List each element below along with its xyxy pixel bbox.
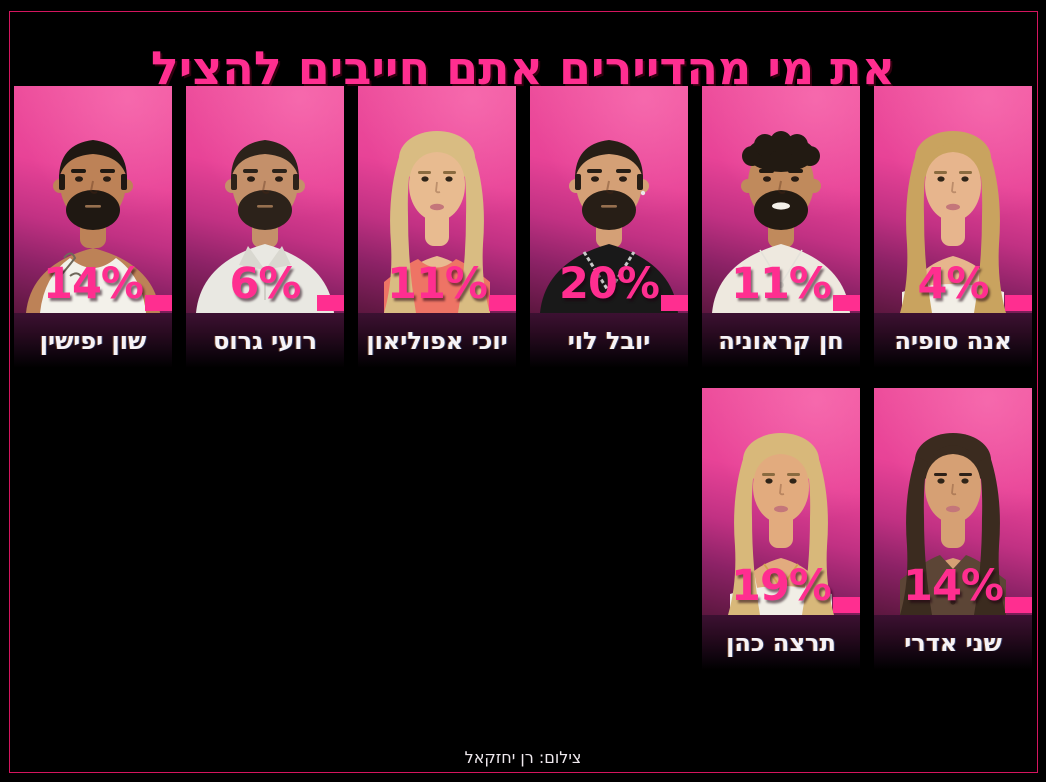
contestant-portrait (540, 140, 678, 313)
contestant-card: 19% תרצה כהן (702, 388, 860, 670)
accent-square (317, 295, 344, 311)
contestant-name-bar: יובל לוי (530, 313, 688, 368)
vote-percentage: 14% (903, 561, 1004, 611)
contestant-name-bar: תרצה כהן (702, 615, 860, 670)
cards-grid: 4% אנה סופיה 11% חן קראוניה 20% יובל לוי (14, 86, 1032, 670)
contestant-portrait (728, 433, 834, 615)
vote-percentage: 19% (731, 561, 832, 611)
contestant-card: 6% רועי גרוס (186, 86, 344, 368)
contestant-photo: 14% (874, 388, 1032, 615)
accent-square (145, 295, 172, 311)
contestant-card: 11% יוכי אפוליאון (358, 86, 516, 368)
contestant-name-bar: אנה סופיה (874, 313, 1032, 368)
contestant-name: חן קראוניה (718, 326, 844, 355)
contestant-card: 4% אנה סופיה (874, 86, 1032, 368)
contestant-photo: 19% (702, 388, 860, 615)
accent-square (833, 295, 860, 311)
contestant-portrait (26, 140, 160, 313)
accent-square (833, 597, 860, 613)
contestant-portrait (900, 131, 1006, 313)
contestant-photo: 6% (186, 86, 344, 313)
contestant-card: 14% שני אדרי (874, 388, 1032, 670)
accent-square (661, 295, 688, 311)
vote-percentage: 6% (229, 259, 301, 309)
photo-credit: צילום: רן יחזקאל (464, 748, 582, 767)
vote-percentage: 11% (387, 259, 488, 309)
contestant-name: יוכי אפוליאון (366, 326, 508, 355)
contestant-name-bar: חן קראוניה (702, 313, 860, 368)
contestant-card: 11% חן קראוניה (702, 86, 860, 368)
contestant-name-bar: יוכי אפוליאון (358, 313, 516, 368)
contestant-card: 20% יובל לוי (530, 86, 688, 368)
vote-percentage: 4% (917, 259, 989, 309)
contestant-photo: 4% (874, 86, 1032, 313)
contestant-portrait (196, 140, 334, 313)
vote-percentage: 11% (731, 259, 832, 309)
contestant-name: שני אדרי (904, 628, 1002, 657)
accent-square (1005, 295, 1032, 311)
contestant-photo: 20% (530, 86, 688, 313)
contestant-name: שון יפישין (39, 326, 147, 355)
contestant-name: יובל לוי (567, 326, 651, 355)
contestant-photo: 14% (14, 86, 172, 313)
contestant-photo: 11% (702, 86, 860, 313)
contestant-portrait (900, 433, 1006, 615)
contestant-name-bar: רועי גרוס (186, 313, 344, 368)
contestant-name-bar: שון יפישין (14, 313, 172, 368)
contestant-name: תרצה כהן (726, 628, 836, 657)
contestant-name: רועי גרוס (213, 326, 317, 355)
contestant-portrait (712, 131, 850, 313)
accent-square (489, 295, 516, 311)
contestant-name: אנה סופיה (894, 326, 1012, 355)
contestant-card: 14% שון יפישין (14, 86, 172, 368)
contestant-photo: 11% (358, 86, 516, 313)
contestant-portrait (384, 131, 490, 313)
vote-percentage: 20% (559, 259, 660, 309)
accent-square (1005, 597, 1032, 613)
vote-percentage: 14% (43, 259, 144, 309)
page-title: את מי מהדיירים אתם חייבים להציל (150, 40, 896, 95)
contestant-name-bar: שני אדרי (874, 615, 1032, 670)
